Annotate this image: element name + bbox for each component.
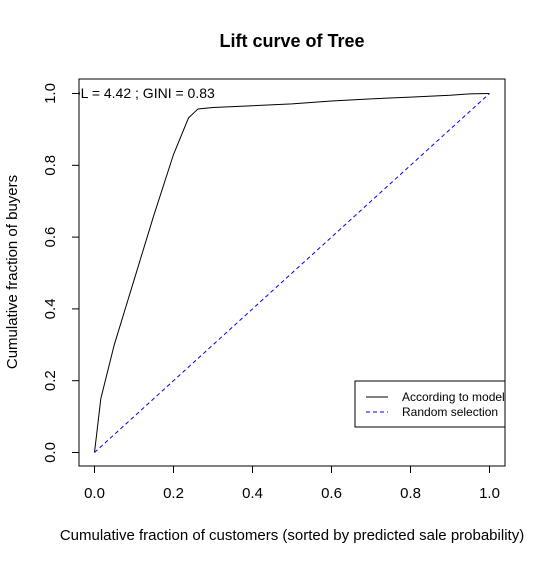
x-tick-label: 1.0 — [479, 485, 500, 502]
x-tick-label: 0.6 — [321, 485, 342, 502]
x-tick-label: 0.8 — [400, 485, 421, 502]
x-tick-label: 0.4 — [242, 485, 263, 502]
legend-entry-model: According to model — [402, 390, 505, 404]
plot-frame — [78, 78, 506, 467]
y-tick-label: 0.2 — [42, 370, 59, 391]
y-axis: 0.0 0.2 0.4 0.6 0.8 1.0 — [42, 83, 80, 463]
legend-box — [354, 380, 505, 428]
y-tick-label: 1.0 — [42, 83, 59, 104]
legend: According to model Random selection — [354, 380, 505, 428]
chart-title: Lift curve of Tree — [219, 31, 364, 51]
series-line-random — [94, 93, 490, 453]
y-tick-label: 0.0 — [42, 442, 59, 463]
y-tick-label: 0.4 — [42, 298, 59, 319]
series-line-model — [94, 93, 490, 453]
legend-entry-random: Random selection — [402, 405, 498, 419]
y-tick-label: 0.8 — [42, 155, 59, 176]
y-tick-label: 0.6 — [42, 227, 59, 248]
x-axis: 0.0 0.2 0.4 0.6 0.8 1.0 — [84, 465, 500, 502]
plot-area: TDL = 4.42 ; GINI = 0.83 According to mo… — [62, 85, 505, 453]
x-axis-label: Cumulative fraction of customers (sorted… — [60, 527, 524, 544]
y-axis-label: Cumulative fraction of buyers — [4, 175, 21, 369]
x-tick-label: 0.0 — [84, 485, 105, 502]
tdl-gini-annotation: TDL = 4.42 ; GINI = 0.83 — [62, 85, 215, 101]
x-tick-label: 0.2 — [163, 485, 184, 502]
